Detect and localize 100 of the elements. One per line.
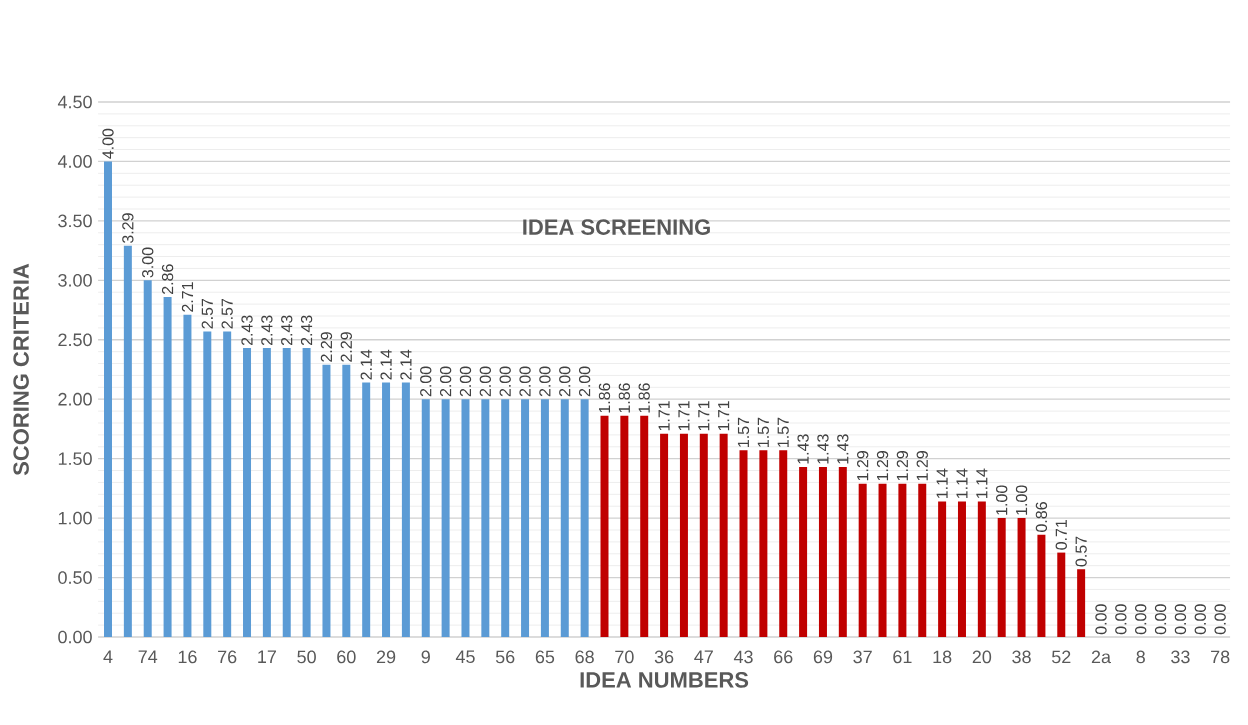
bar	[282, 348, 291, 637]
bar	[759, 450, 768, 637]
x-tick-label: 60	[337, 650, 356, 664]
data-label: 1.29	[857, 451, 869, 481]
bar	[957, 501, 966, 637]
data-label: 1.43	[817, 434, 829, 464]
bar	[719, 433, 728, 637]
data-label: 2.14	[360, 349, 372, 380]
data-label: 2.00	[459, 366, 472, 397]
x-tick-label: 20	[972, 650, 992, 664]
x-tick-label: 68	[575, 650, 594, 664]
x-tick-label: 18	[933, 650, 952, 664]
data-label: 1.43	[837, 434, 849, 464]
x-tick-label: 33	[1171, 650, 1190, 664]
bar	[640, 415, 649, 637]
bar	[322, 364, 331, 637]
data-label: 2.00	[519, 366, 531, 397]
data-label: 2.00	[499, 366, 511, 397]
data-label: 2.71	[181, 282, 194, 312]
x-tick-label: 74	[138, 650, 158, 663]
x-tick-label: 56	[495, 650, 515, 664]
bar	[818, 466, 827, 637]
bar	[501, 399, 510, 637]
bar	[898, 483, 907, 637]
x-tick-label: 17	[258, 650, 276, 663]
bar	[779, 450, 788, 637]
bar	[918, 483, 927, 637]
bar	[560, 399, 569, 637]
bar	[441, 399, 450, 637]
data-label: 1.29	[876, 451, 889, 481]
x-tick-label: 37	[853, 650, 872, 664]
data-label: 1.29	[916, 451, 928, 481]
y-tick-label: 2.50	[58, 333, 92, 347]
data-label: 1.29	[896, 451, 909, 481]
y-tick-label: 2.00	[58, 392, 92, 406]
data-label: 2.29	[320, 332, 333, 362]
bar	[421, 399, 430, 637]
data-label: 2.14	[400, 349, 412, 380]
bar	[302, 348, 311, 637]
x-tick-label: 29	[376, 650, 396, 664]
data-label: 2.00	[420, 366, 432, 397]
bar	[362, 382, 371, 637]
bar	[104, 161, 112, 637]
data-label: 2.00	[439, 366, 452, 397]
bar	[838, 466, 847, 637]
bar	[401, 382, 410, 637]
data-label: 2.00	[578, 366, 591, 397]
data-label: 1.57	[737, 417, 750, 447]
x-tick-label: 2a	[1091, 650, 1112, 664]
data-label: 0.86	[1035, 502, 1048, 532]
data-label: 1.00	[1015, 485, 1028, 515]
data-label: 1.43	[797, 434, 809, 464]
bar	[799, 466, 808, 637]
data-label: 1.86	[638, 383, 650, 413]
x-tick-label: 4	[103, 650, 113, 663]
bar	[1057, 552, 1066, 637]
data-label: 0.00	[1154, 604, 1167, 635]
data-label: 2.43	[300, 315, 313, 346]
x-axis-title: IDEA NUMBERS	[580, 672, 749, 688]
data-label: 1.57	[757, 417, 769, 447]
data-label: 2.00	[539, 366, 551, 397]
data-label: 4.00	[102, 128, 114, 159]
bar	[600, 415, 609, 637]
data-label: 1.71	[658, 401, 670, 431]
data-label: 1.00	[996, 485, 1008, 515]
bar	[1077, 569, 1086, 637]
x-tick-label: 45	[455, 650, 475, 664]
text: IDEA SCREENING	[523, 219, 710, 235]
x-tick-label: 43	[733, 650, 753, 664]
data-label: 0.57	[1075, 536, 1087, 567]
bar	[262, 348, 271, 637]
x-tick-label: 9	[421, 650, 430, 664]
data-label: 0.00	[1214, 604, 1226, 635]
data-label: 0.71	[1055, 520, 1067, 550]
bar	[1037, 534, 1046, 637]
x-tick-label: 76	[218, 650, 237, 664]
data-label: 1.86	[598, 383, 611, 413]
x-tick-label: 65	[535, 650, 555, 664]
bar	[143, 280, 152, 637]
bar	[739, 450, 748, 637]
y-axis-title: SCORING CRITERIA	[13, 263, 29, 476]
data-label: 0.00	[1095, 604, 1107, 635]
y-tick-label: 3.00	[58, 273, 92, 287]
bar	[997, 518, 1006, 637]
x-tick-label: 66	[774, 650, 793, 664]
bar	[243, 348, 252, 637]
data-label: 2.29	[340, 332, 352, 362]
data-label: 2.43	[261, 315, 273, 346]
x-tick-label: 78	[1211, 650, 1230, 664]
bar	[1017, 518, 1026, 637]
data-label: 2.57	[201, 298, 213, 329]
y-tick-label: 1.00	[58, 511, 92, 525]
bar	[858, 483, 867, 637]
data-label: 2.43	[241, 315, 253, 346]
data-label: 1.14	[976, 468, 988, 499]
bar	[620, 415, 629, 637]
bar	[382, 382, 391, 637]
bar	[521, 399, 530, 637]
data-label: 1.14	[936, 468, 948, 499]
bar	[481, 399, 490, 637]
